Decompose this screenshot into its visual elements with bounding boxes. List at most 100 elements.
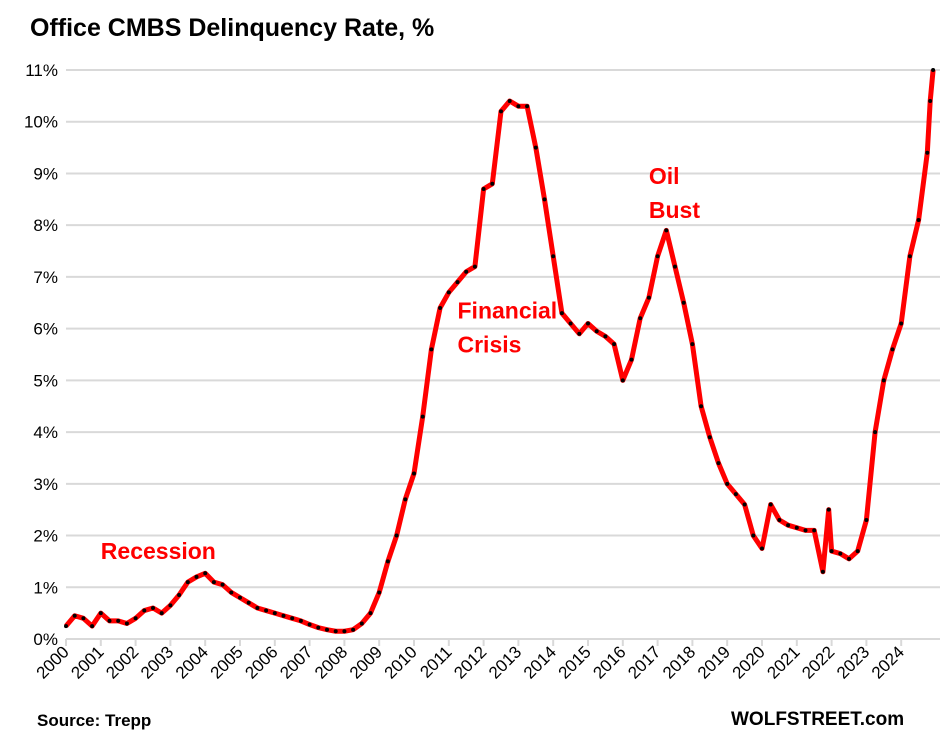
data-point: [403, 497, 408, 502]
data-point: [551, 254, 556, 259]
data-point: [707, 435, 712, 440]
data-point: [298, 618, 303, 623]
data-point: [368, 611, 373, 616]
chart-title: Office CMBS Delinquency Rate, %: [30, 14, 435, 42]
data-point: [151, 605, 155, 610]
data-point: [177, 593, 182, 598]
data-point: [455, 280, 460, 285]
data-point: [820, 569, 825, 574]
data-point: [768, 502, 773, 507]
data-point: [472, 264, 477, 269]
data-point: [594, 329, 599, 334]
data-point: [81, 616, 86, 621]
annotation-line: Bust: [649, 197, 700, 223]
data-point: [325, 627, 329, 632]
data-point: [211, 580, 216, 585]
data-point: [490, 181, 495, 186]
data-point: [907, 254, 912, 259]
data-point: [847, 556, 851, 561]
data-point: [673, 264, 677, 269]
y-tick-label: 10%: [24, 113, 58, 132]
brand-label: WOLFSTREET.com: [731, 709, 905, 730]
data-point: [855, 549, 860, 554]
data-point: [646, 295, 651, 300]
data-point: [359, 621, 364, 626]
y-tick-label: 8%: [33, 216, 58, 235]
data-point: [890, 347, 895, 352]
data-point: [124, 621, 129, 626]
x-tick-label: 2002: [102, 642, 142, 682]
x-tick-label: 2008: [311, 642, 351, 682]
data-point: [838, 551, 843, 556]
x-tick-label: 2021: [763, 642, 803, 682]
x-tick-label: 2011: [416, 642, 455, 681]
y-tick-label: 11%: [25, 61, 58, 80]
x-tick-label: 2004: [172, 642, 212, 682]
data-point: [725, 481, 730, 486]
data-point: [803, 528, 808, 533]
y-tick-label: 0%: [33, 630, 58, 649]
annotations: Recession Financial Crisis Oil Bust: [101, 163, 701, 564]
data-point: [751, 533, 756, 538]
data-point: [429, 347, 434, 352]
data-point: [525, 104, 530, 109]
data-point: [516, 104, 521, 109]
data-point: [881, 378, 886, 383]
data-point: [142, 608, 147, 613]
data-point: [533, 145, 538, 150]
y-tick-label: 6%: [33, 320, 58, 339]
data-point: [194, 574, 199, 579]
data-point: [699, 404, 704, 409]
x-tick-label: 2023: [833, 642, 873, 682]
data-point: [742, 502, 747, 507]
data-point: [64, 624, 68, 629]
data-point: [638, 316, 643, 321]
data-point: [133, 616, 138, 621]
x-tick-label: 2020: [729, 642, 769, 682]
data-point: [464, 269, 469, 274]
data-point: [229, 590, 234, 595]
data-point: [760, 546, 764, 551]
data-point: [568, 321, 573, 326]
data-point: [290, 616, 295, 621]
data-point: [499, 109, 503, 114]
data-point: [586, 321, 590, 326]
data-point: [777, 518, 782, 523]
data-point: [786, 523, 791, 528]
gridlines: [65, 69, 940, 646]
data-point: [333, 629, 338, 634]
data-point: [481, 186, 486, 191]
data-point: [446, 290, 451, 295]
source-label: Source: Trepp: [37, 711, 152, 730]
data-point: [238, 595, 242, 600]
data-point: [159, 611, 164, 616]
data-point: [829, 549, 834, 554]
data-point: [385, 559, 390, 564]
data-point: [342, 629, 347, 634]
data-point: [168, 603, 173, 608]
data-point: [307, 622, 312, 627]
x-tick-label: 2009: [346, 642, 386, 682]
y-tick-label: 3%: [33, 475, 58, 494]
annotation-label: Financial Crisis: [458, 297, 558, 357]
data-point: [794, 525, 799, 530]
data-point: [864, 518, 869, 523]
data-point: [873, 430, 878, 435]
data-point: [542, 197, 547, 202]
data-point: [928, 99, 933, 104]
y-tick-label: 5%: [33, 371, 58, 390]
data-point: [899, 321, 904, 326]
data-point: [90, 624, 95, 629]
data-point: [681, 300, 686, 305]
data-point: [925, 150, 930, 155]
x-tick-label: 2010: [381, 642, 421, 682]
data-point: [826, 507, 831, 512]
data-point: [281, 613, 286, 618]
x-tick-label: 2013: [485, 642, 525, 682]
data-point: [438, 305, 443, 310]
x-tick-label: 2007: [276, 642, 316, 682]
data-point: [931, 68, 936, 72]
y-tick-label: 9%: [33, 164, 58, 183]
data-point: [377, 590, 382, 595]
